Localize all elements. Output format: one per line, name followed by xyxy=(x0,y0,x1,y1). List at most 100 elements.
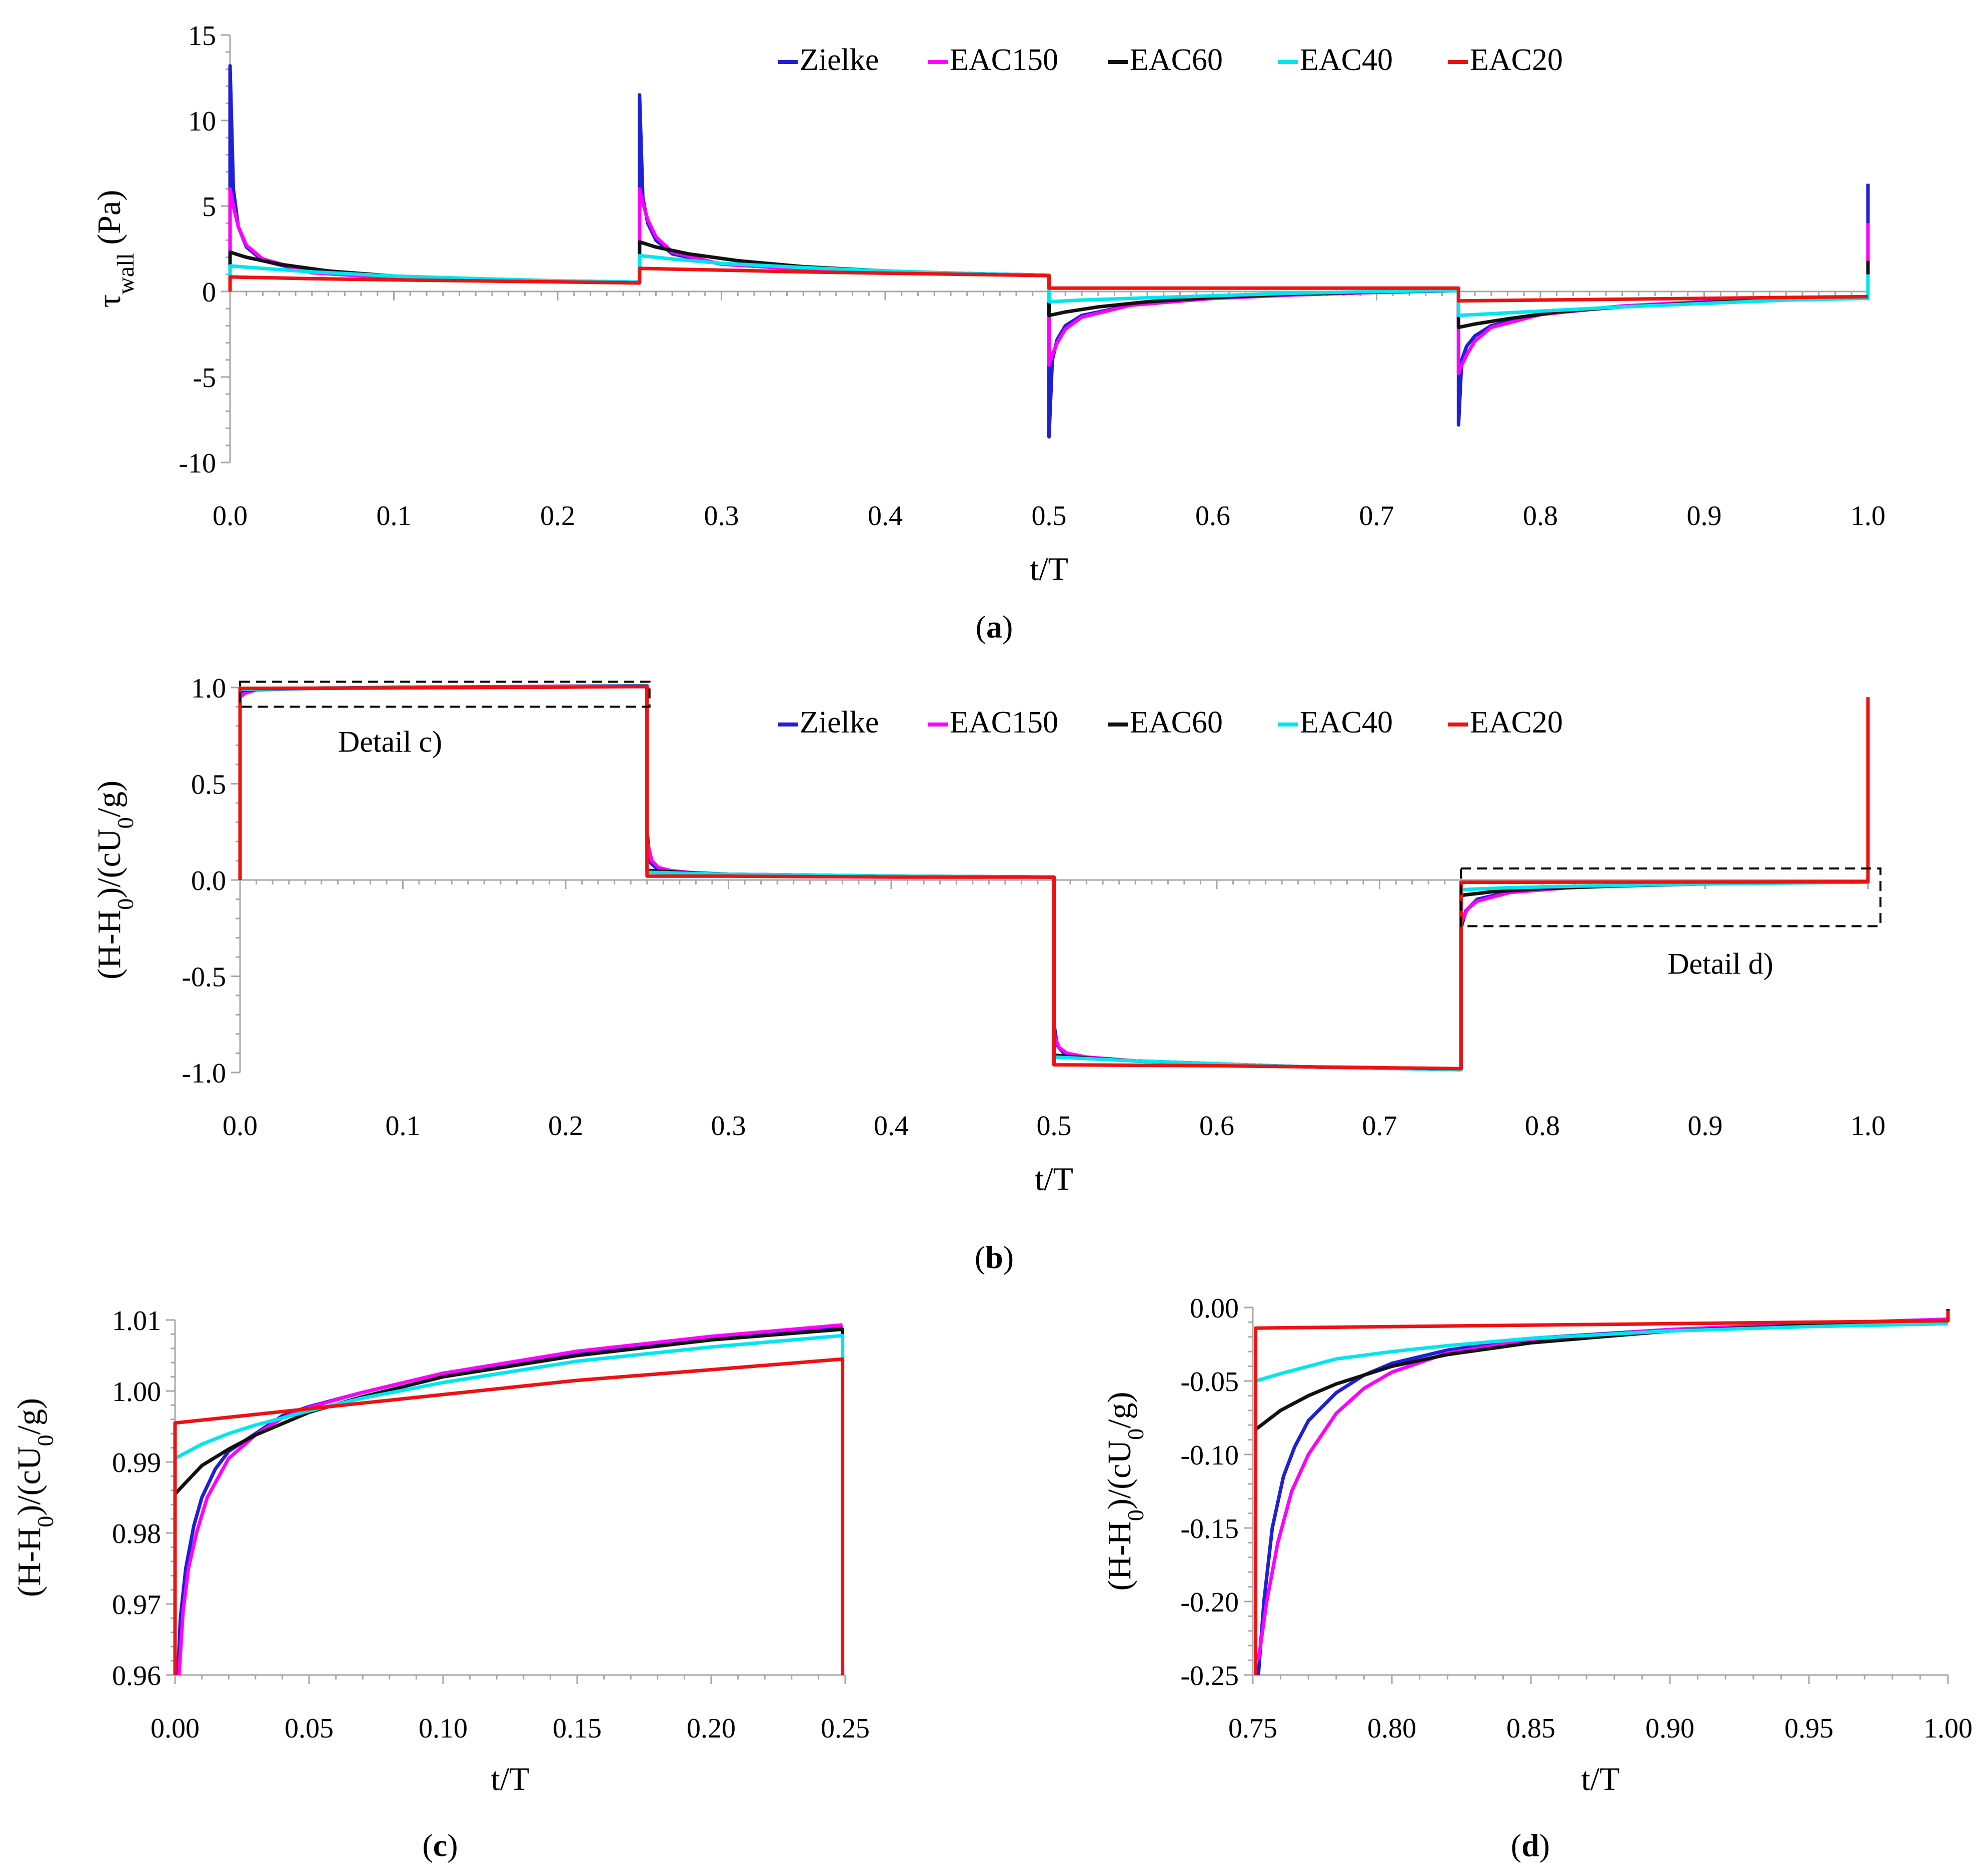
y-tick-label: 5 xyxy=(202,192,216,222)
y-tick-label: 0.98 xyxy=(112,1518,161,1550)
y-tick-label: 1.00 xyxy=(112,1376,161,1408)
x-tick-label: 0.80 xyxy=(1367,1713,1416,1744)
x-tick-label: 0.85 xyxy=(1506,1713,1555,1744)
y-axis-title: (H-H0)/(cU0/g) xyxy=(1101,1392,1148,1591)
x-tick-label: 0.05 xyxy=(285,1713,334,1744)
x-tick-label: 0.6 xyxy=(1199,1110,1234,1142)
y-tick-label: 0 xyxy=(202,277,216,308)
series-group xyxy=(173,1323,845,1676)
y-tick-label: -1.0 xyxy=(182,1058,226,1089)
series-eac20 xyxy=(228,266,1868,303)
panel-b: 0.0 0.1 0.2 0.3 0.4 0.5 0.6 0.7 0.8 0.9 1.0 -1.0 -0.… xyxy=(91,673,1885,1198)
series-eac20 xyxy=(238,684,1870,1070)
x-tick-label: 0.7 xyxy=(1362,1110,1397,1142)
legend-label-zielke: Zielke xyxy=(800,43,879,77)
panel-d: 0.75 0.80 0.85 0.90 0.95 1.00 -0.25 -0.20 -0.15 -… xyxy=(1101,1293,1972,1798)
x-tick-label: 0.6 xyxy=(1195,500,1230,532)
legend-label-eac20: EAC20 xyxy=(1470,43,1563,77)
y-tick-label: 0.99 xyxy=(112,1448,161,1478)
x-axis-title: t/T xyxy=(1035,1161,1073,1198)
x-tick-label: 0.75 xyxy=(1228,1713,1277,1744)
detail-label: Detail d) xyxy=(1667,947,1773,980)
detail-label: Detail c) xyxy=(338,726,442,758)
x-tick-label: 0.2 xyxy=(540,500,575,532)
x-tick-label: 0.00 xyxy=(151,1713,200,1744)
x-tick-label: 0.9 xyxy=(1688,1110,1723,1142)
y-tick-label: 0.96 xyxy=(112,1660,161,1692)
x-tick-label: 0.0 xyxy=(223,1110,258,1142)
x-tick-label: 1.0 xyxy=(1850,1110,1885,1142)
series-eac40 xyxy=(174,1334,845,1460)
x-tick-label: 0.9 xyxy=(1687,500,1722,532)
x-tick-label: 0.5 xyxy=(1037,1110,1072,1142)
series-eac20 xyxy=(173,1357,845,1675)
x-tick-label: 0.8 xyxy=(1523,500,1558,532)
x-tick-label: 0.4 xyxy=(868,500,903,532)
legend: Zielke EAC150 EAC60 EAC40 EAC20 xyxy=(778,706,1563,740)
series-eac150 xyxy=(177,1323,843,1676)
legend-label-zielke: Zielke xyxy=(800,706,879,740)
caption-d: (d) xyxy=(1511,1828,1550,1863)
x-tick-label: 0.90 xyxy=(1645,1713,1694,1744)
y-tick-label: 0.97 xyxy=(112,1590,161,1620)
y-tick-label: 1.01 xyxy=(112,1306,161,1336)
caption-a: (a) xyxy=(976,609,1013,644)
legend-label-eac20: EAC20 xyxy=(1470,706,1563,740)
x-tick-label: 0.0 xyxy=(213,500,248,532)
x-axis-title: t/T xyxy=(1030,551,1068,588)
detail-box xyxy=(239,680,651,708)
legend-label-eac150: EAC150 xyxy=(950,706,1058,740)
x-tick-label: 0.15 xyxy=(553,1713,602,1744)
legend-label-eac60: EAC60 xyxy=(1130,706,1223,740)
x-tick-label: 0.8 xyxy=(1525,1110,1560,1142)
x-tick-label: 0.2 xyxy=(548,1110,583,1142)
legend: Zielke EAC150 EAC60 EAC40 EAC20 xyxy=(778,43,1563,77)
x-tick-label: 0.1 xyxy=(386,1110,421,1142)
y-tick-label: -0.20 xyxy=(1180,1587,1239,1618)
x-tick-label: 0.10 xyxy=(419,1713,468,1744)
series-eac150 xyxy=(1256,1318,1948,1661)
x-tick-label: 0.25 xyxy=(821,1713,870,1744)
legend-label-eac40: EAC40 xyxy=(1300,43,1393,77)
y-tick-label: -0.5 xyxy=(182,962,226,993)
legend-label-eac40: EAC40 xyxy=(1300,706,1393,740)
x-tick-label: 0.1 xyxy=(377,500,412,532)
x-axis-title: t/T xyxy=(1581,1761,1620,1798)
series-zielke xyxy=(228,64,1870,439)
panel-c: 0.00 0.05 0.10 0.15 0.20 0.25 0.96 0.97 0.98 0.99… xyxy=(11,1306,870,1798)
y-axis-title: τwall (Pa) xyxy=(91,190,139,308)
caption-b: (b) xyxy=(975,1240,1014,1275)
y-tick-label: -0.10 xyxy=(1180,1440,1239,1471)
y-tick-label: -0.15 xyxy=(1180,1514,1239,1544)
x-tick-label: 0.3 xyxy=(711,1110,746,1142)
series-zielke xyxy=(176,1324,843,1676)
x-tick-label: 0.7 xyxy=(1359,500,1394,532)
series-group xyxy=(228,64,1870,439)
detail-box xyxy=(1460,867,1881,928)
panel-a: 0.0 0.1 0.2 0.3 0.4 0.5 0.6 0.7 0.8 0.9 1.0 -10 -5 0 5… xyxy=(91,20,1885,588)
y-tick-label: 0.00 xyxy=(1190,1293,1239,1324)
legend-label-eac60: EAC60 xyxy=(1130,43,1223,77)
x-tick-label: 0.4 xyxy=(874,1110,909,1142)
y-tick-label: 10 xyxy=(188,106,216,137)
series-group xyxy=(238,684,1870,1072)
x-tick-label: 0.5 xyxy=(1032,500,1067,532)
x-tick-label: 0.20 xyxy=(687,1713,736,1744)
y-tick-label: 0.0 xyxy=(191,866,226,896)
x-tick-label: 1.00 xyxy=(1923,1713,1972,1744)
series-group xyxy=(1254,1308,1950,1676)
y-tick-label: 0.5 xyxy=(191,770,226,800)
y-tick-label: 1.0 xyxy=(191,673,226,704)
x-tick-label: 0.3 xyxy=(704,500,739,532)
caption-c: (c) xyxy=(422,1828,458,1863)
y-tick-label: -0.25 xyxy=(1180,1660,1239,1692)
series-eac40 xyxy=(1255,1322,1948,1383)
x-tick-label: 0.95 xyxy=(1784,1713,1833,1744)
y-axis-title: (H-H0)/(cU0/g) xyxy=(91,780,138,980)
legend-label-eac150: EAC150 xyxy=(950,43,1058,77)
y-tick-label: -5 xyxy=(193,362,216,394)
y-axis-title: (H-H0)/(cU0/g) xyxy=(11,1398,58,1597)
y-tick-label: -10 xyxy=(179,448,216,479)
y-tick-label: -0.05 xyxy=(1180,1366,1239,1398)
